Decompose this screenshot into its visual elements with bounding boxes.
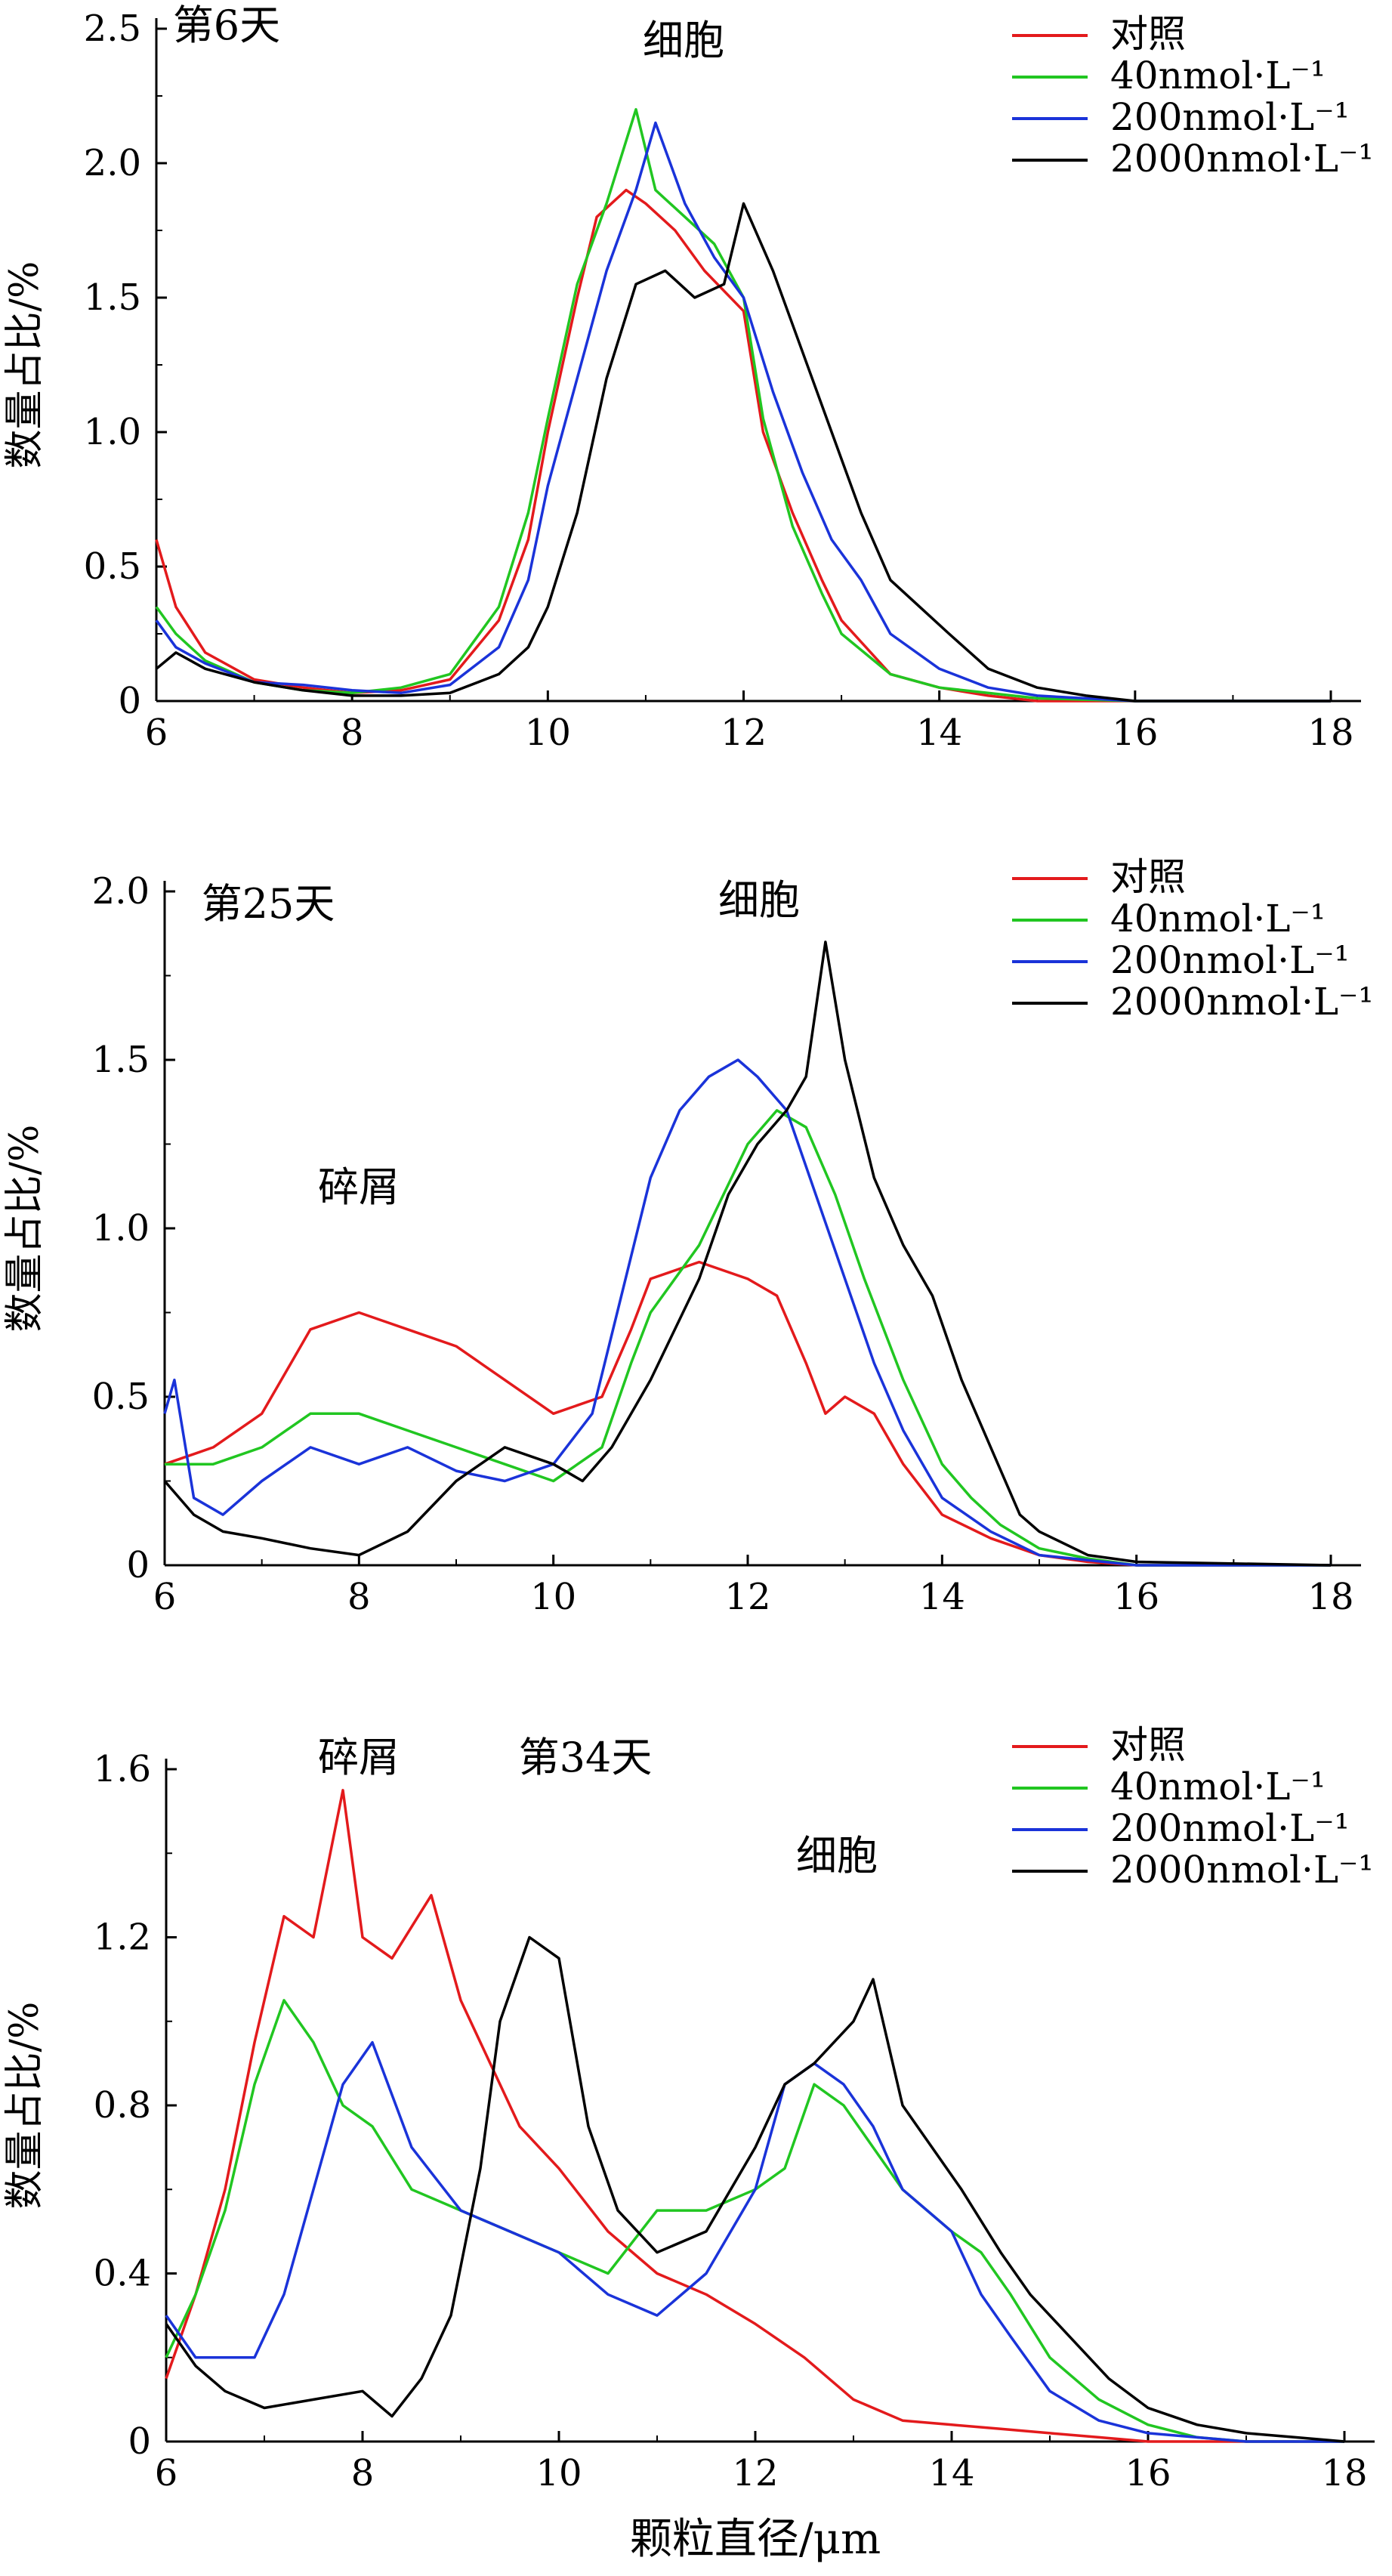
y-tick-label: 1.5 xyxy=(84,276,141,319)
x-tick-label: 6 xyxy=(153,1576,177,1618)
x-tick-label: 6 xyxy=(145,712,168,754)
y-tick-label: 0.4 xyxy=(94,2253,151,2295)
series-line xyxy=(164,1260,1331,1567)
y-tick-label: 1.6 xyxy=(94,1748,151,1790)
series-line xyxy=(165,1935,1345,2443)
y-tick-label: 1.2 xyxy=(94,1917,151,1959)
annotation-label: 碎屑 xyxy=(318,1734,400,1781)
y-tick-label: 0.8 xyxy=(94,2084,151,2127)
y-axis-title: 数量占比/% xyxy=(2,261,48,469)
y-tick-label: 2.0 xyxy=(92,870,150,913)
x-tick-label: 18 xyxy=(1321,2452,1367,2494)
x-tick-label: 16 xyxy=(1112,712,1158,754)
x-tick-label: 12 xyxy=(732,2452,778,2494)
x-tick-label: 16 xyxy=(1113,1576,1159,1618)
y-tick-label: 1.0 xyxy=(92,1207,150,1249)
legend-label: 200nmol·L⁻¹ xyxy=(1110,938,1350,982)
legend-label: 200nmol·L⁻¹ xyxy=(1110,1806,1350,1850)
series-line xyxy=(165,1789,1344,2443)
series-line xyxy=(163,941,1332,1567)
x-tick-label: 16 xyxy=(1125,2452,1171,2494)
x-tick-label: 18 xyxy=(1307,712,1353,754)
series-line xyxy=(155,188,1331,703)
series-line xyxy=(155,202,1331,703)
legend-label: 40nmol·L⁻¹ xyxy=(1110,1765,1326,1808)
x-tick-label: 10 xyxy=(525,712,571,754)
annotation-label: 细胞 xyxy=(796,1832,878,1879)
legend-label: 对照 xyxy=(1110,1723,1186,1767)
annotation-label: 碎屑 xyxy=(318,1163,400,1211)
y-tick-label: 0.5 xyxy=(92,1376,150,1418)
legend-label: 2000nmol·L⁻¹ xyxy=(1110,137,1374,181)
x-tick-label: 14 xyxy=(916,712,962,754)
y-tick-label: 2.0 xyxy=(84,142,141,184)
x-tick-label: 10 xyxy=(530,1576,576,1618)
legend-label: 对照 xyxy=(1110,855,1186,899)
series-line xyxy=(155,108,1331,703)
x-tick-label: 8 xyxy=(341,712,364,754)
x-tick-label: 14 xyxy=(919,1576,965,1618)
y-tick-label: 0 xyxy=(128,2420,151,2463)
series-line xyxy=(165,1999,1344,2443)
series-line xyxy=(165,1109,1331,1567)
x-tick-label: 12 xyxy=(724,1576,770,1618)
y-tick-label: 2.5 xyxy=(84,8,141,50)
legend-label: 对照 xyxy=(1110,12,1186,56)
legend-label: 200nmol·L⁻¹ xyxy=(1110,95,1350,139)
legend-label: 40nmol·L⁻¹ xyxy=(1110,897,1326,941)
y-tick-label: 1.0 xyxy=(84,411,141,453)
chart-panel-1: 6 8 10 12 14 16 18 0 0.5 1.0 1.5 2.0 2.5 数量占比/% 第6天 细胞 对… xyxy=(2,2,1374,754)
y-axis-title: 数量占比/% xyxy=(2,1125,48,1333)
annotation-label: 细胞 xyxy=(718,876,800,924)
y-tick-label: 0 xyxy=(118,680,141,722)
panel-label: 第25天 xyxy=(202,880,335,928)
x-tick-label: 8 xyxy=(347,1576,371,1618)
legend-label: 2000nmol·L⁻¹ xyxy=(1110,980,1374,1024)
x-tick-label: 10 xyxy=(536,2452,582,2494)
y-tick-label: 0.5 xyxy=(84,545,141,588)
legend-label: 2000nmol·L⁻¹ xyxy=(1110,1848,1374,1892)
panel-label: 第34天 xyxy=(519,1734,653,1781)
y-tick-label: 1.5 xyxy=(92,1039,150,1081)
annotation-label: 细胞 xyxy=(643,17,724,64)
x-tick-label: 18 xyxy=(1307,1576,1353,1618)
x-tick-label: 14 xyxy=(928,2452,974,2494)
x-tick-label: 12 xyxy=(721,712,767,754)
x-axis-title: 颗粒直径/μm xyxy=(630,2515,881,2564)
panel-label: 第6天 xyxy=(173,2,280,49)
y-tick-label: 0 xyxy=(126,1544,150,1586)
series-line xyxy=(163,1058,1331,1567)
y-axis-title: 数量占比/% xyxy=(2,2002,48,2210)
x-tick-label: 6 xyxy=(155,2452,178,2494)
x-tick-label: 8 xyxy=(351,2452,375,2494)
series-line xyxy=(155,121,1331,703)
series-line xyxy=(165,2040,1344,2443)
legend-label: 40nmol·L⁻¹ xyxy=(1110,54,1326,97)
